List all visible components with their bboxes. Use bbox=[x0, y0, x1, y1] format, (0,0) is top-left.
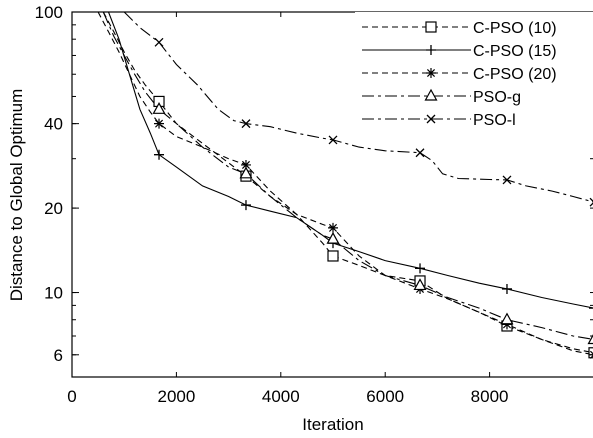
y-tick-label: 100 bbox=[35, 3, 63, 22]
series-5-marker bbox=[328, 135, 338, 145]
series-4-marker bbox=[587, 334, 593, 345]
legend: C-PSO (10) C-PSO (15) C-PSO (20) PSO-g PSO-l bbox=[355, 12, 593, 142]
legend-marker-1 bbox=[425, 21, 437, 33]
y-tick-label: 10 bbox=[44, 284, 63, 303]
series-line-2 bbox=[107, 12, 593, 309]
x-tick-label: 8000 bbox=[471, 387, 509, 406]
legend-label-bg bbox=[471, 20, 559, 37]
legend-label-4: PSO-g bbox=[473, 89, 521, 106]
series-2-marker bbox=[240, 200, 251, 211]
legend-label-3: C-PSO (20) bbox=[473, 66, 557, 83]
series-4-marker bbox=[326, 231, 340, 244]
legend-label-bg bbox=[471, 112, 518, 129]
series-5-marker bbox=[241, 119, 251, 129]
series-2-marker bbox=[501, 283, 512, 294]
legend-marker-2 bbox=[426, 45, 436, 55]
x-tick-label: 2000 bbox=[157, 387, 195, 406]
series-1-marker bbox=[588, 347, 593, 359]
legend-label-bg bbox=[471, 66, 559, 83]
series-3-marker bbox=[328, 222, 338, 233]
y-tick-label: 20 bbox=[44, 199, 63, 218]
legend-label-1: C-PSO (10) bbox=[473, 20, 557, 37]
series-5-marker bbox=[415, 148, 425, 158]
series-2-marker bbox=[415, 263, 426, 274]
series-3-marker bbox=[240, 159, 251, 170]
x-tick-label: 4000 bbox=[262, 387, 300, 406]
series-3-marker bbox=[501, 319, 512, 330]
legend-marker-4 bbox=[424, 88, 438, 101]
legend-label-5: PSO-l bbox=[473, 112, 516, 129]
series-4-marker bbox=[239, 166, 253, 179]
y-tick-label: 6 bbox=[54, 346, 63, 365]
series-4-marker bbox=[413, 278, 427, 291]
y-tick-label: 40 bbox=[44, 115, 63, 134]
series-4-marker bbox=[500, 312, 514, 325]
series-2-marker bbox=[589, 307, 593, 309]
x-axis-title: Iteration bbox=[302, 415, 363, 434]
series-5-marker bbox=[154, 37, 164, 47]
series-5-marker bbox=[589, 197, 593, 207]
series-5-marker bbox=[502, 175, 512, 185]
legend-label-bg bbox=[471, 43, 559, 60]
legend-label-2: C-PSO (15) bbox=[473, 43, 557, 60]
series-line-3 bbox=[97, 12, 593, 356]
series-3-marker bbox=[154, 118, 165, 129]
series-1-marker bbox=[327, 250, 339, 262]
series-4-marker bbox=[152, 102, 166, 114]
legend-marker-5 bbox=[426, 114, 436, 124]
legend-label-bg bbox=[471, 89, 524, 106]
x-tick-label: 0 bbox=[67, 387, 76, 406]
x-tick-label: 6000 bbox=[366, 387, 404, 406]
y-axis-title: Distance to Global Optimum bbox=[7, 89, 26, 302]
series-line-5 bbox=[123, 12, 593, 203]
legend-marker-3 bbox=[426, 68, 436, 78]
series-2-marker bbox=[154, 149, 165, 160]
